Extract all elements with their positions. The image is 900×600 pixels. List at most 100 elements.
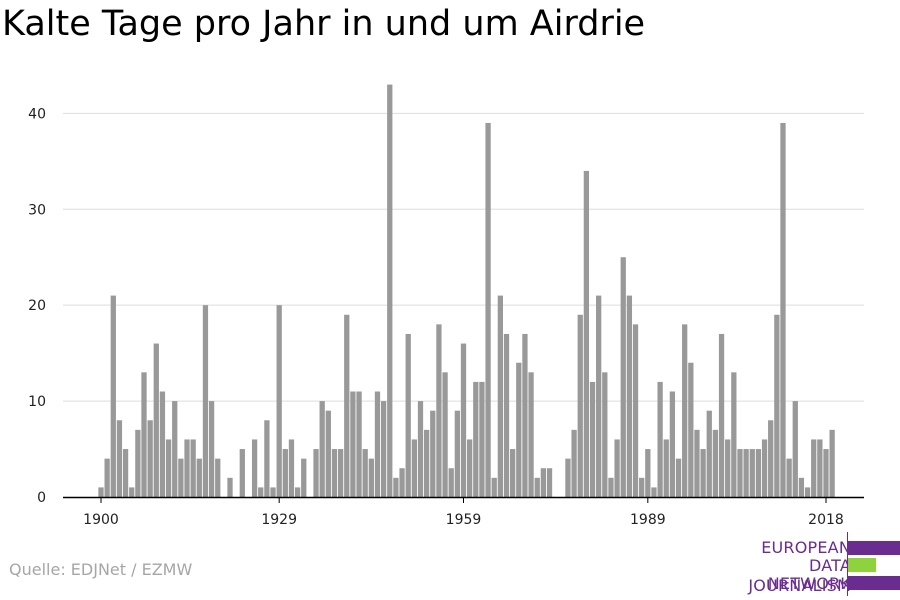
gridlines [63,112,864,402]
bar-1976 [565,458,571,497]
bar-1992 [663,439,669,497]
bar-1948 [393,477,399,497]
bar-1902 [110,295,116,497]
bar-1999 [706,410,712,497]
bar-1989 [645,449,651,497]
bar-1973 [546,468,553,497]
bar-1913 [178,458,184,497]
bar-2009 [768,420,774,497]
bar-1947 [387,84,393,497]
y-tick-label: 0 [37,490,46,506]
bar-2002 [725,439,731,497]
bar-1944 [368,458,374,497]
y-tick-label: 40 [28,106,46,122]
source-note: Quelle: EDJNet / EZMW [9,560,193,579]
bar-1928 [270,487,276,497]
bar-2003 [731,372,737,497]
bar-1959 [460,343,467,497]
bar-2005 [743,449,749,497]
bar-1939 [337,449,344,497]
x-tick-label: 2018 [808,512,844,528]
logo-line-1: EUROPEAN [761,538,851,557]
bar-1963 [485,122,491,497]
bar-1977 [571,429,577,497]
bar-1909 [153,343,159,497]
bar-1998 [700,449,706,497]
bar-1996 [688,362,694,497]
bar-1919 [215,458,221,497]
bar-1946 [380,401,387,497]
bar-1900 [98,487,104,497]
bar-1961 [473,381,479,497]
x-tick-label: 1989 [630,512,666,528]
bar-1952 [417,401,424,497]
bar-1942 [356,391,362,497]
bar-1929 [276,305,282,497]
bar-1917 [202,305,209,497]
bar-2000 [712,429,719,497]
bar-1953 [423,429,430,497]
bar-2011 [780,122,786,497]
bar-1982 [602,372,608,497]
bar-1937 [325,410,331,497]
bar-2006 [749,449,755,497]
bar-1951 [411,439,417,497]
bar-1921 [227,477,233,497]
bar-1984 [614,439,620,497]
logo-line-3: NETWORK [767,574,851,593]
bar-1956 [442,372,448,497]
x-tick-label: 1929 [261,512,297,528]
bar-1979 [583,170,590,497]
bar-1980 [589,381,596,497]
bar-1968 [516,362,522,497]
bar-2015 [804,487,811,497]
bar-1906 [135,429,141,497]
bar-1904 [122,449,129,497]
bar-1932 [294,487,301,497]
bar-1905 [129,487,135,497]
bar-1907 [141,372,147,497]
bar-1949 [399,468,405,497]
bar-1903 [116,420,123,497]
x-axis: 1900 1929 1959 1989 2018 [63,496,864,528]
bar-1935 [313,449,319,497]
bar-1918 [208,401,215,497]
bar-2014 [798,477,805,497]
bar-1983 [608,477,614,497]
bar-1964 [491,477,497,497]
edjnet-logo: EUROPEAN DATA JOURNALISM NETWORK [705,530,900,598]
bar-2010 [774,314,780,497]
y-axis: 0 10 20 30 40 [28,106,46,506]
bar-1954 [430,410,436,497]
bar-1926 [258,487,264,497]
bar-1910 [159,391,166,497]
bar-1912 [172,401,178,497]
bar-1938 [331,449,338,497]
bar-1940 [344,314,350,497]
bar-1962 [479,381,485,497]
bar-1930 [282,449,288,497]
bar-1993 [669,391,676,497]
bar-1997 [694,429,700,497]
bar-1925 [251,439,258,497]
bar-2017 [817,439,823,497]
bar-1933 [301,458,307,497]
bar-1985 [620,257,626,497]
bar-2012 [786,458,792,497]
y-tick-label: 10 [28,394,46,410]
bar-2018 [823,449,829,497]
bar-1994 [675,458,682,497]
bar-1981 [596,295,602,497]
bar-1955 [436,324,442,497]
logo-bar-bottom [848,576,900,590]
bar-1958 [454,410,460,497]
bar-1960 [467,439,473,497]
bar-1908 [147,420,153,497]
y-tick-label: 20 [28,298,46,314]
bar-1990 [651,487,657,497]
bar-1971 [534,477,540,497]
bar-1941 [350,391,356,497]
bar-1945 [374,391,381,497]
bar-1931 [288,439,295,497]
